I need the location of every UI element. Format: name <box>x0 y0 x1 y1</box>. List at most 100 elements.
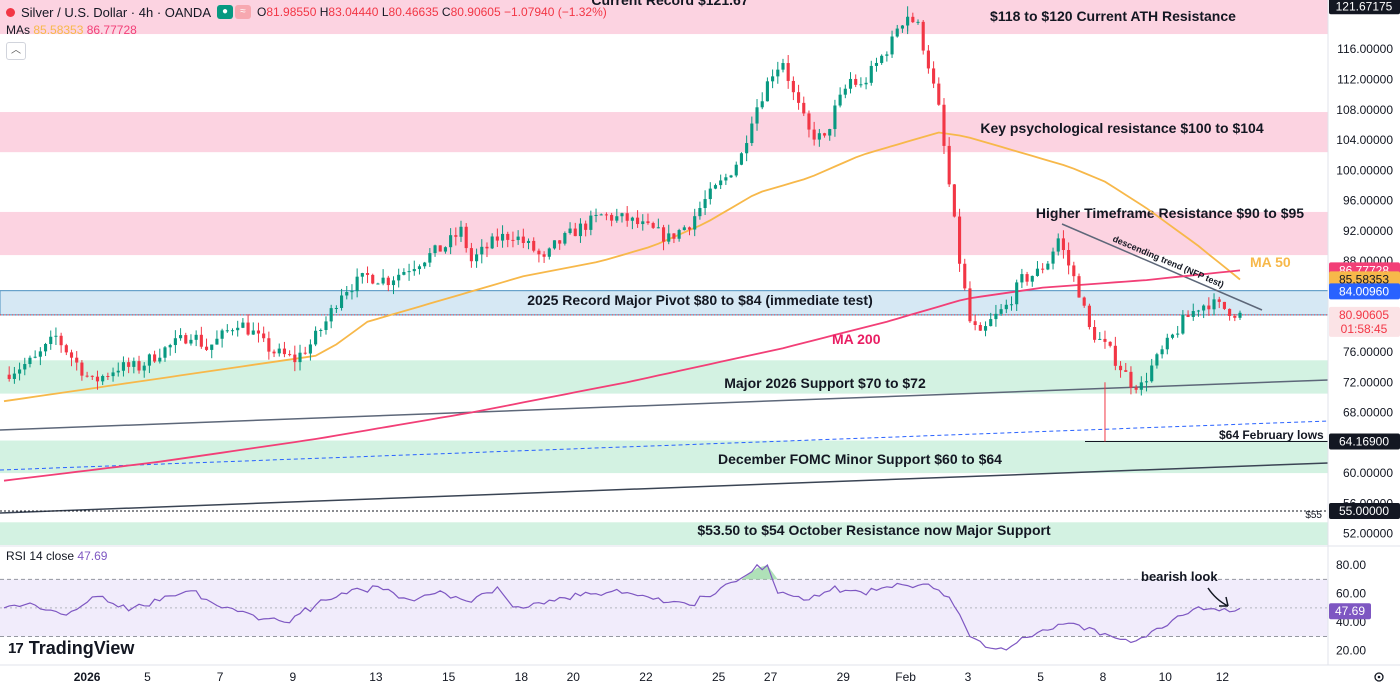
candle[interactable] <box>381 269 385 286</box>
candle[interactable] <box>127 357 131 374</box>
candle[interactable] <box>1129 366 1133 395</box>
candle[interactable] <box>573 222 577 237</box>
candle[interactable] <box>423 261 427 269</box>
candle[interactable] <box>693 208 697 237</box>
candle[interactable] <box>204 338 209 351</box>
candle[interactable] <box>589 210 593 236</box>
candle[interactable] <box>230 328 235 336</box>
candle[interactable] <box>630 216 634 230</box>
candle[interactable] <box>324 316 328 335</box>
candle[interactable] <box>1207 297 1211 316</box>
candle[interactable] <box>848 72 853 94</box>
high-price-badge[interactable]: 121.67175 <box>1329 0 1400 15</box>
candle[interactable] <box>246 314 250 336</box>
candle[interactable] <box>147 353 151 374</box>
candle[interactable] <box>937 77 941 106</box>
candle[interactable] <box>833 99 837 137</box>
candle[interactable] <box>771 69 775 89</box>
candle[interactable] <box>199 326 203 349</box>
candle[interactable] <box>932 61 936 89</box>
candle[interactable] <box>646 213 650 225</box>
candle[interactable] <box>480 239 484 264</box>
candle[interactable] <box>978 322 982 331</box>
candle[interactable] <box>620 212 624 223</box>
candle[interactable] <box>802 96 806 117</box>
candle[interactable] <box>43 342 48 357</box>
candle[interactable] <box>1150 358 1154 383</box>
tradingview-logo[interactable]: 17 TradingView <box>8 638 134 659</box>
candle[interactable] <box>1181 310 1185 335</box>
candle[interactable] <box>397 268 401 288</box>
candle[interactable] <box>791 76 795 101</box>
candle[interactable] <box>1087 303 1091 330</box>
support-trendline-upper[interactable] <box>0 379 1329 431</box>
candle[interactable] <box>1176 325 1180 338</box>
candle[interactable] <box>23 357 27 376</box>
candle[interactable] <box>163 346 167 362</box>
candle[interactable] <box>719 174 723 190</box>
candle[interactable] <box>921 20 925 55</box>
candle[interactable] <box>69 349 74 367</box>
candle[interactable] <box>90 375 94 381</box>
candle[interactable] <box>958 208 962 272</box>
candle[interactable] <box>38 347 42 366</box>
candle[interactable] <box>1155 352 1159 369</box>
candle[interactable] <box>54 327 58 346</box>
candle[interactable] <box>1196 309 1201 317</box>
candle[interactable] <box>121 356 126 377</box>
symbol-title[interactable]: Silver / U.S. Dollar · 4h · OANDA <box>21 4 211 20</box>
candle[interactable] <box>1170 333 1175 340</box>
legend-header[interactable]: Silver / U.S. Dollar · 4h · OANDA ● ≈ O8… <box>6 3 607 21</box>
candle[interactable] <box>584 220 588 237</box>
candle[interactable] <box>682 225 686 231</box>
candle[interactable] <box>459 220 463 242</box>
candle[interactable] <box>661 224 666 251</box>
candle[interactable] <box>968 281 972 323</box>
ma200-line[interactable] <box>3 269 1241 482</box>
candle[interactable] <box>568 222 572 235</box>
candle[interactable] <box>500 225 505 248</box>
candle[interactable] <box>947 137 951 188</box>
candle[interactable] <box>755 99 759 131</box>
candle[interactable] <box>916 19 920 25</box>
candle[interactable] <box>417 264 422 275</box>
candle[interactable] <box>184 332 188 345</box>
candle[interactable] <box>651 221 655 230</box>
candle[interactable] <box>433 244 437 257</box>
candle[interactable] <box>449 228 453 255</box>
candle[interactable] <box>64 343 68 356</box>
candle[interactable] <box>355 268 359 298</box>
candle[interactable] <box>1228 308 1232 321</box>
candle[interactable] <box>1103 330 1107 349</box>
candle[interactable] <box>314 326 318 347</box>
candle[interactable] <box>391 276 396 295</box>
candle[interactable] <box>116 362 120 377</box>
candle[interactable] <box>926 45 930 74</box>
candle[interactable] <box>615 208 619 223</box>
candle[interactable] <box>12 366 16 384</box>
candle[interactable] <box>376 282 380 285</box>
candle[interactable] <box>604 212 608 221</box>
candle[interactable] <box>911 12 915 24</box>
candle[interactable] <box>49 330 53 350</box>
candle[interactable] <box>1144 372 1149 392</box>
candle[interactable] <box>547 247 551 260</box>
candle[interactable] <box>729 174 733 178</box>
candle[interactable] <box>1041 263 1045 274</box>
candle[interactable] <box>464 223 468 253</box>
candle[interactable] <box>1025 271 1029 286</box>
candle[interactable] <box>1113 336 1117 371</box>
candle[interactable] <box>765 77 769 102</box>
candle[interactable] <box>360 272 364 284</box>
candle[interactable] <box>828 128 832 141</box>
candle[interactable] <box>1139 376 1143 396</box>
candle[interactable] <box>111 367 115 382</box>
settings-gear-icon[interactable] <box>1374 672 1384 682</box>
candle[interactable] <box>843 84 847 99</box>
candle[interactable] <box>713 183 718 190</box>
candle[interactable] <box>412 260 416 276</box>
candle[interactable] <box>656 218 660 229</box>
candle[interactable] <box>132 357 136 374</box>
candle[interactable] <box>672 233 676 244</box>
candle[interactable] <box>983 321 988 337</box>
